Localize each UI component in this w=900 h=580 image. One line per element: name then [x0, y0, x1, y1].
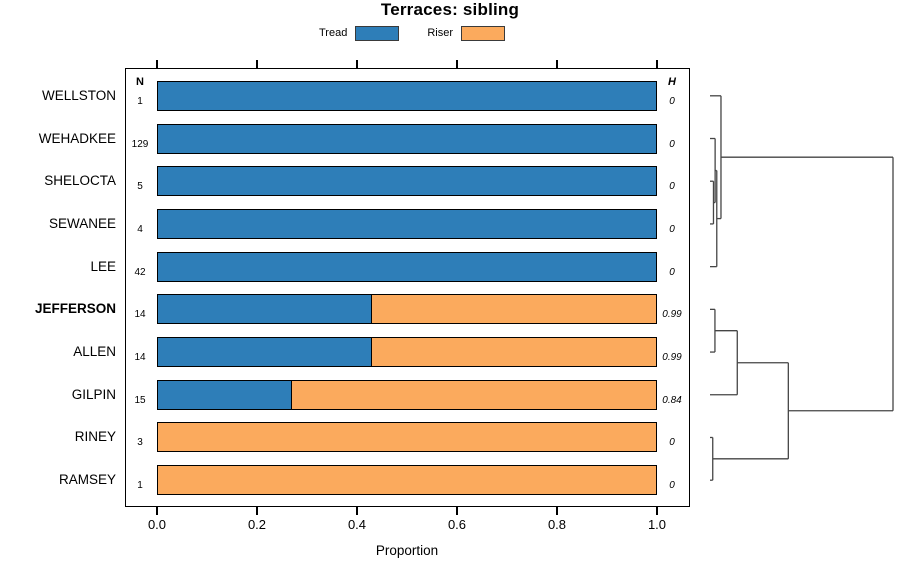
- bar-gilpin: [157, 379, 657, 410]
- h-column-header: H: [668, 76, 676, 88]
- axis-tick-top: [556, 60, 558, 68]
- bar-allen: [157, 337, 657, 368]
- x-axis-label: Proportion: [375, 543, 439, 558]
- bar-segment-riser: [292, 380, 656, 409]
- bar-segment-tread: [158, 338, 373, 367]
- category-label-allen: ALLEN: [73, 344, 116, 360]
- bar-segment-tread: [158, 124, 656, 153]
- bar-jefferson: [157, 294, 657, 325]
- bar-segment-tread: [158, 295, 373, 324]
- category-label-wellston: WELLSTON: [41, 87, 116, 103]
- axis-tick-bottom: [556, 507, 558, 515]
- bar-segment-tread: [158, 380, 293, 409]
- category-label-sewanee: SEWANEE: [48, 215, 116, 231]
- axis-tick-top: [356, 60, 358, 68]
- category-label-ramsey: RAMSEY: [58, 472, 116, 488]
- h-value: 0: [669, 138, 675, 150]
- legend-item-tread: Tread: [319, 25, 400, 41]
- bar-wellston: [157, 80, 657, 111]
- n-value: 129: [131, 138, 149, 150]
- category-label-gilpin: GILPIN: [71, 386, 116, 402]
- h-value: 0.99: [662, 309, 682, 321]
- h-value: 0.84: [662, 394, 682, 406]
- legend-item-riser: Riser: [427, 25, 505, 41]
- bar-riney: [157, 422, 657, 453]
- n-value: 1: [137, 480, 143, 492]
- bar-shelocta: [157, 166, 657, 197]
- tread-swatch: [355, 25, 400, 41]
- legend-label: Riser: [427, 27, 453, 39]
- bar-segment-tread: [158, 81, 656, 110]
- n-value: 14: [134, 309, 146, 321]
- n-value: 3: [137, 437, 143, 449]
- h-value: 0: [669, 223, 675, 235]
- bar-segment-riser: [372, 295, 656, 324]
- category-label-riney: RINEY: [74, 429, 116, 445]
- axis-tick-bottom: [256, 507, 258, 515]
- bar-ramsey: [157, 465, 657, 496]
- h-value: 0.99: [662, 352, 682, 364]
- chart-title: Terraces: sibling: [380, 0, 520, 19]
- axis-tick-label: 0.0: [147, 517, 167, 532]
- category-label-wehadkee: WEHADKEE: [38, 130, 116, 146]
- category-label-shelocta: SHELOCTA: [44, 173, 116, 189]
- n-value: 14: [134, 352, 146, 364]
- riser-swatch: [461, 25, 505, 41]
- bar-segment-tread: [158, 252, 656, 281]
- h-value: 0: [669, 437, 675, 449]
- bar-sewanee: [157, 208, 657, 239]
- n-value: 42: [134, 266, 146, 278]
- bar-segment-riser: [158, 423, 656, 452]
- n-value: 15: [134, 394, 146, 406]
- n-value: 5: [137, 181, 143, 193]
- bar-wehadkee: [157, 123, 657, 154]
- bar-segment-tread: [158, 167, 656, 196]
- axis-tick-label: 0.2: [247, 517, 267, 532]
- axis-tick-bottom: [656, 507, 658, 515]
- n-value: 1: [137, 95, 143, 107]
- n-value: 4: [137, 223, 143, 235]
- legend-label: Tread: [319, 27, 348, 39]
- category-label-lee: LEE: [90, 258, 116, 274]
- axis-tick-top: [256, 60, 258, 68]
- bar-lee: [157, 251, 657, 282]
- h-value: 0: [669, 95, 675, 107]
- h-value: 0: [669, 181, 675, 193]
- h-value: 0: [669, 266, 675, 278]
- plot-box: [125, 68, 690, 507]
- bar-segment-riser: [158, 466, 656, 495]
- h-value: 0: [669, 480, 675, 492]
- n-column-header: N: [136, 76, 144, 88]
- axis-tick-label: 0.8: [547, 517, 567, 532]
- legend: Tread Riser: [0, 24, 862, 42]
- axis-tick-bottom: [356, 507, 358, 515]
- axis-tick-label: 0.4: [347, 517, 367, 532]
- bar-segment-tread: [158, 209, 656, 238]
- axis-tick-bottom: [456, 507, 458, 515]
- axis-tick-top: [656, 60, 658, 68]
- axis-tick-top: [456, 60, 458, 68]
- category-label-jefferson: JEFFERSON: [34, 301, 116, 317]
- axis-tick-label: 0.6: [447, 517, 467, 532]
- axis-tick-label: 1.0: [647, 517, 667, 532]
- bar-segment-riser: [372, 338, 656, 367]
- axis-tick-bottom: [156, 507, 158, 515]
- axis-tick-top: [156, 60, 158, 68]
